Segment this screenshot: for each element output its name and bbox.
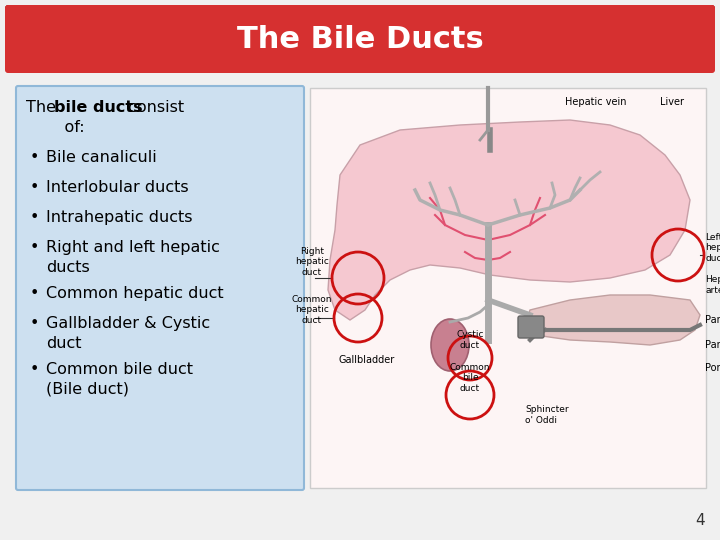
Text: Common hepatic duct: Common hepatic duct: [46, 286, 224, 301]
Text: Pancreatic duct: Pancreatic duct: [705, 340, 720, 350]
Text: Common bile duct: Common bile duct: [46, 362, 193, 377]
Text: (Bile duct): (Bile duct): [46, 382, 129, 397]
Text: Portal vein: Portal vein: [705, 363, 720, 373]
Text: Liver: Liver: [660, 97, 684, 107]
Text: •: •: [30, 180, 40, 195]
Text: 4: 4: [696, 513, 705, 528]
Text: Gallbladder & Cystic: Gallbladder & Cystic: [46, 316, 210, 331]
Text: •: •: [30, 362, 40, 377]
Text: The Bile Ducts: The Bile Ducts: [237, 24, 483, 53]
Text: Common
hepatic
duct: Common hepatic duct: [292, 295, 332, 325]
Text: •: •: [30, 210, 40, 225]
Text: Hepatic
artery: Hepatic artery: [705, 275, 720, 295]
FancyBboxPatch shape: [5, 5, 715, 41]
Bar: [310, 88, 706, 488]
Text: Right and left hepatic: Right and left hepatic: [46, 240, 220, 255]
Text: •: •: [30, 150, 40, 165]
Text: Gallbladder: Gallbladder: [338, 355, 395, 365]
Text: duct: duct: [46, 336, 81, 351]
Text: Left
hepatic
duct: Left hepatic duct: [705, 233, 720, 263]
Text: Interlobular ducts: Interlobular ducts: [46, 180, 189, 195]
FancyBboxPatch shape: [518, 316, 544, 338]
Text: Pancreas: Pancreas: [705, 315, 720, 325]
Text: Sphincter
o' Oddi: Sphincter o' Oddi: [525, 406, 569, 424]
Text: Bile canaliculi: Bile canaliculi: [46, 150, 157, 165]
Text: •: •: [30, 286, 40, 301]
Text: The: The: [26, 100, 61, 115]
FancyBboxPatch shape: [16, 86, 304, 490]
Text: Common
bile
duct: Common bile duct: [450, 363, 490, 393]
FancyBboxPatch shape: [5, 5, 715, 73]
Ellipse shape: [431, 319, 469, 371]
Text: •: •: [30, 240, 40, 255]
Text: bile ducts: bile ducts: [54, 100, 143, 115]
Text: consist: consist: [123, 100, 184, 115]
Text: •: •: [30, 316, 40, 331]
Polygon shape: [525, 295, 700, 345]
Text: of:: of:: [44, 120, 85, 135]
Text: Hepatic vein: Hepatic vein: [565, 97, 626, 107]
Text: Intrahepatic ducts: Intrahepatic ducts: [46, 210, 192, 225]
Text: ducts: ducts: [46, 260, 90, 275]
Polygon shape: [328, 120, 690, 320]
Text: Right
hepatic
duct: Right hepatic duct: [295, 247, 329, 277]
Text: Cystic
duct: Cystic duct: [456, 330, 484, 350]
